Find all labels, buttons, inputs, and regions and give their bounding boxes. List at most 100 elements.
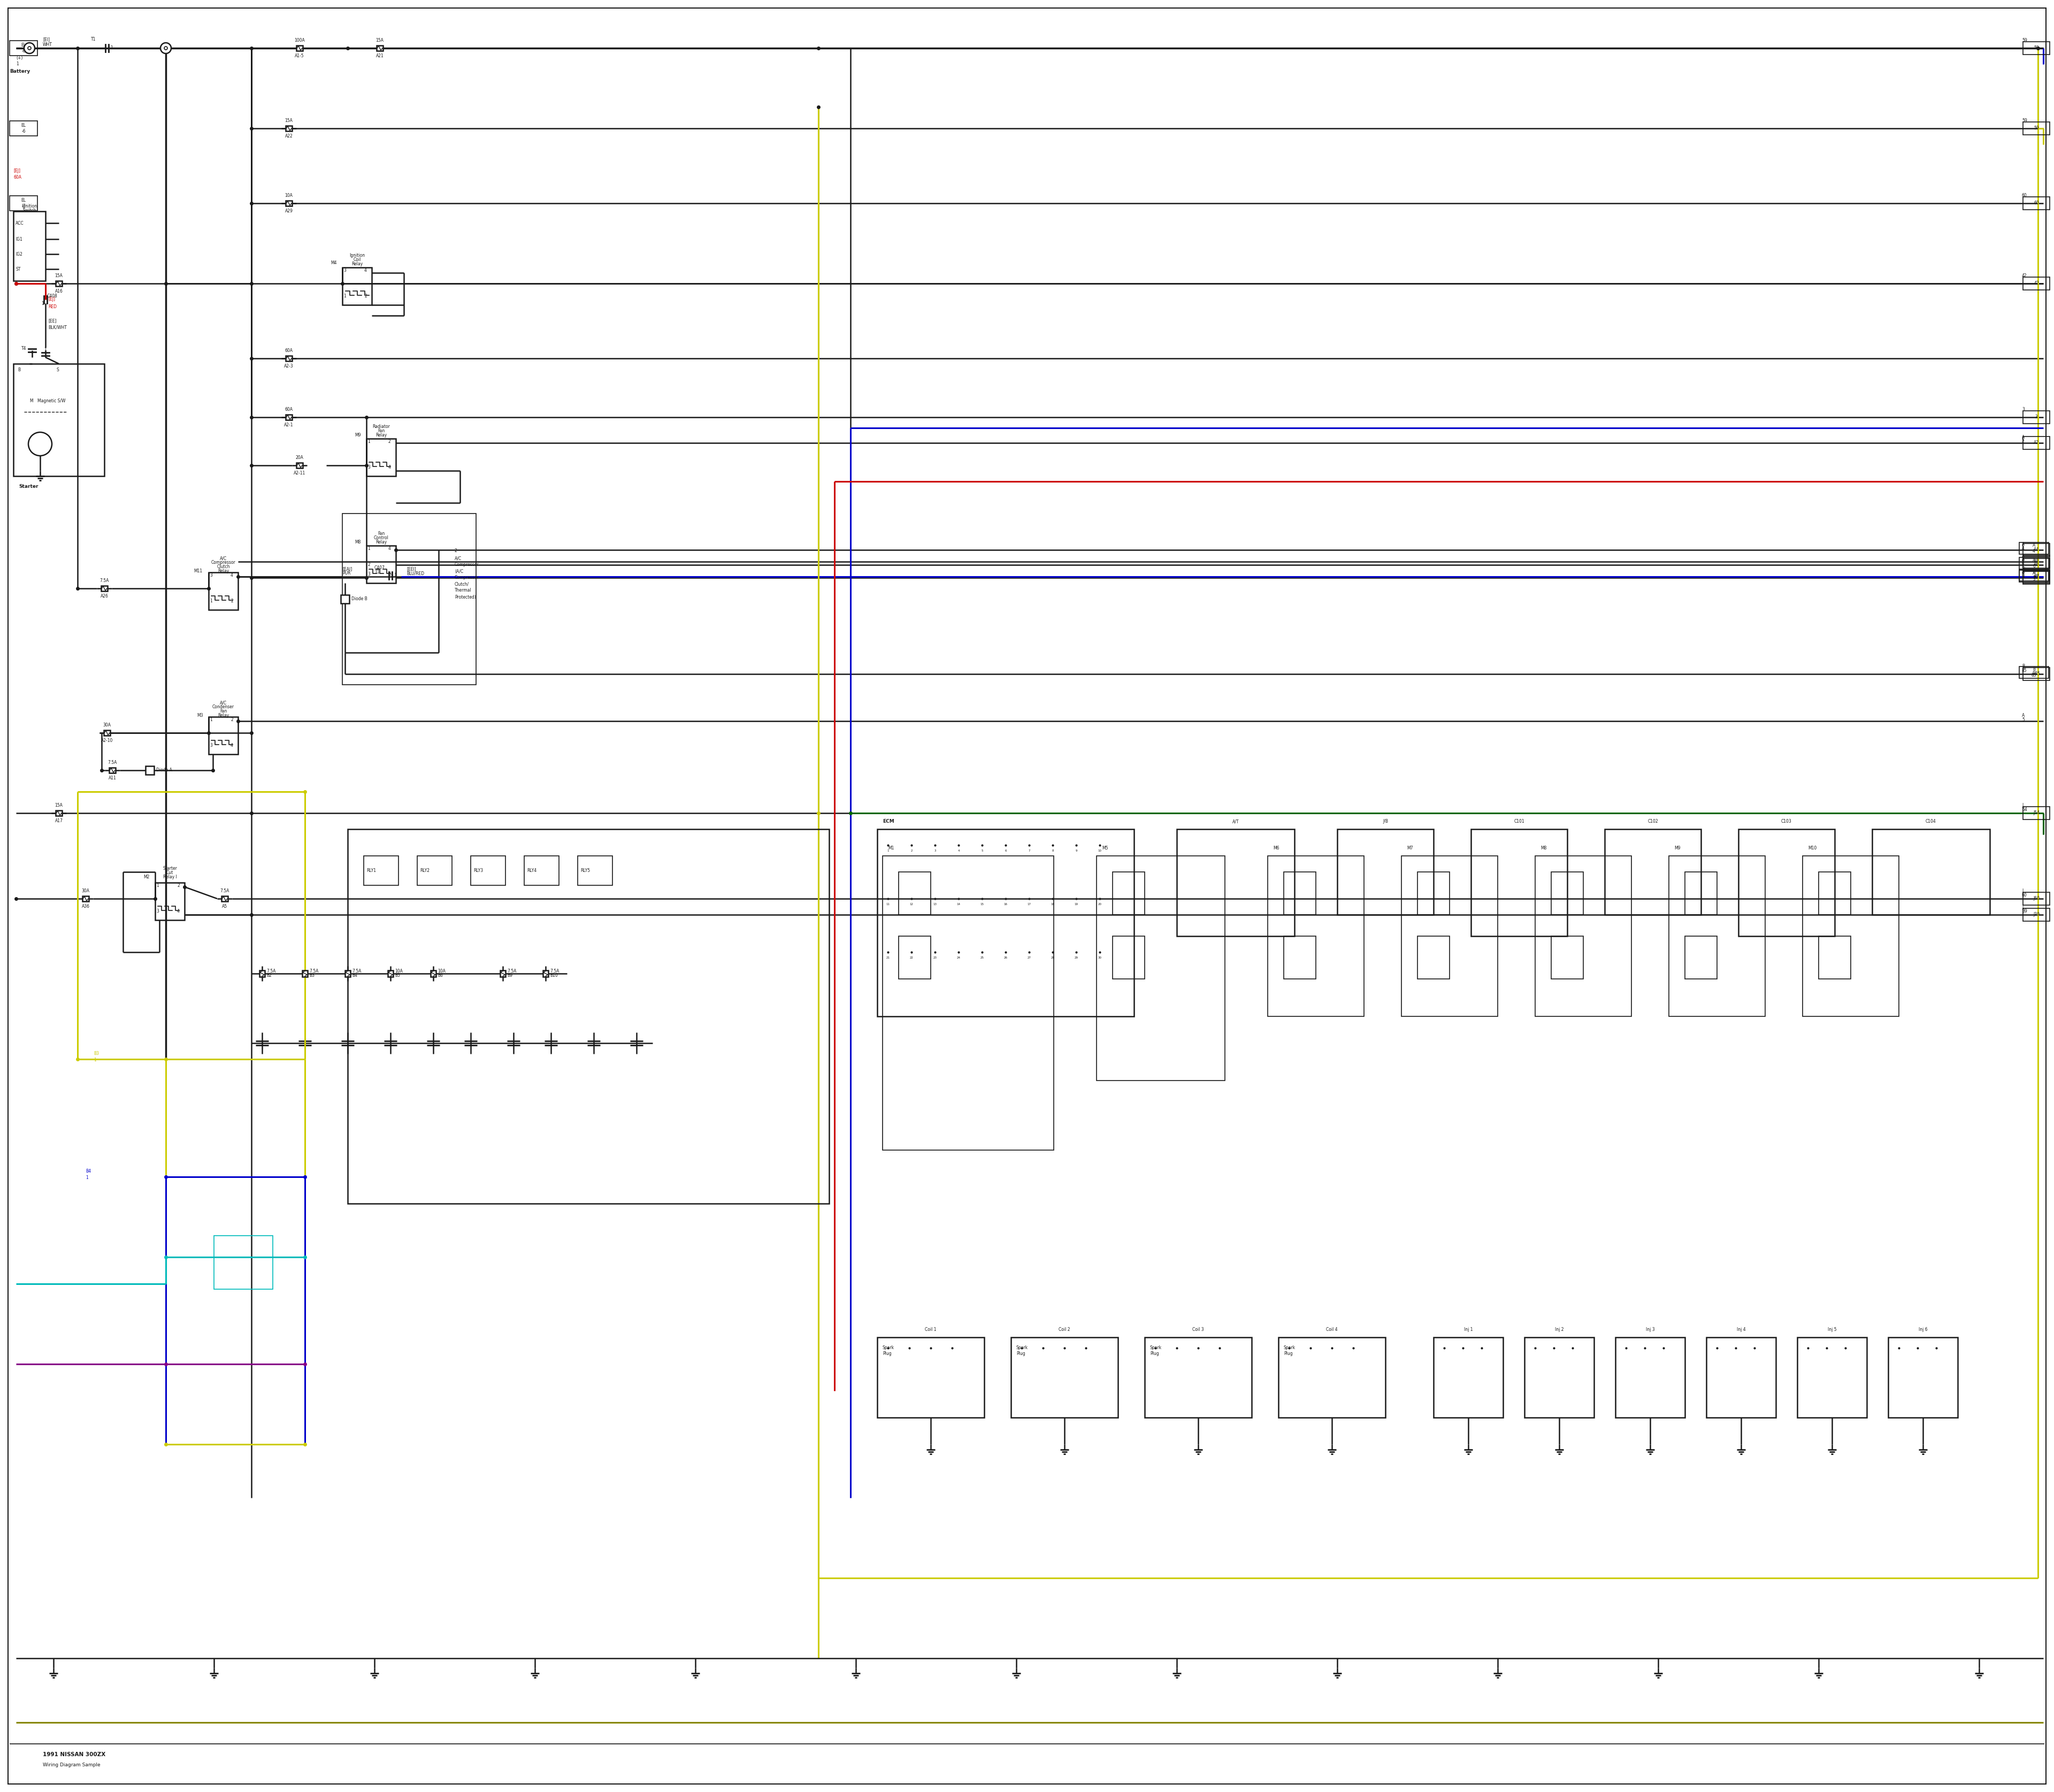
Bar <box>2019 570 2048 581</box>
Text: Relay: Relay <box>218 568 228 573</box>
Text: 2: 2 <box>2021 439 2025 444</box>
Text: 27: 27 <box>1027 957 1031 959</box>
Text: A: A <box>2021 557 2025 563</box>
Text: M2: M2 <box>144 874 150 880</box>
Text: ECM: ECM <box>883 819 893 824</box>
Circle shape <box>25 43 35 54</box>
Circle shape <box>164 47 168 50</box>
Text: 15A: 15A <box>55 274 64 278</box>
Text: 3: 3 <box>368 572 370 577</box>
Text: 20A: 20A <box>296 455 304 461</box>
Text: 17: 17 <box>1027 903 1031 905</box>
Text: Coil 2: Coil 2 <box>1058 1328 1070 1331</box>
Bar <box>2023 559 2050 572</box>
Text: C103: C103 <box>1781 819 1791 824</box>
Bar <box>55 810 62 815</box>
Text: B: B <box>2021 665 2025 668</box>
Bar <box>10 195 37 211</box>
Text: 11: 11 <box>885 903 889 905</box>
Circle shape <box>29 47 31 50</box>
Bar <box>1551 935 1584 978</box>
Bar <box>2023 572 2050 584</box>
Text: EL
-7: EL -7 <box>21 199 27 208</box>
Text: 42: 42 <box>2033 281 2040 287</box>
Text: M3: M3 <box>197 713 203 719</box>
Text: A: A <box>2021 713 2025 719</box>
Text: A4: A4 <box>2033 548 2040 552</box>
Text: A
4: A 4 <box>2033 543 2036 554</box>
Text: 3: 3 <box>156 909 158 914</box>
Text: Ignition: Ignition <box>23 204 37 208</box>
Text: Diode B: Diode B <box>351 597 368 602</box>
Text: 2: 2 <box>230 717 232 722</box>
Bar <box>286 357 292 360</box>
Bar <box>2023 41 2050 54</box>
Text: A3: A3 <box>2033 575 2040 581</box>
Text: 10: 10 <box>1099 849 1101 851</box>
Bar <box>55 281 62 287</box>
Bar <box>343 514 477 685</box>
Text: S: S <box>55 367 60 373</box>
Text: RLY2: RLY2 <box>419 869 429 873</box>
Text: A/C: A/C <box>454 556 462 561</box>
Text: 1991 NISSAN 300ZX: 1991 NISSAN 300ZX <box>43 1753 105 1758</box>
Bar <box>1144 1337 1251 1417</box>
Text: Fan: Fan <box>220 710 226 713</box>
Bar <box>14 211 45 281</box>
Text: B4: B4 <box>86 1168 90 1174</box>
Text: B
85: B 85 <box>2031 667 2036 677</box>
Bar <box>376 45 382 50</box>
Text: 4: 4 <box>230 744 234 747</box>
Text: 1: 1 <box>210 599 212 604</box>
Text: WHT: WHT <box>43 43 51 47</box>
Text: B5: B5 <box>394 973 401 978</box>
Text: 20: 20 <box>1099 903 1101 905</box>
Text: RLY1: RLY1 <box>366 869 376 873</box>
Text: M9: M9 <box>1674 846 1680 851</box>
Bar <box>1888 1337 1957 1417</box>
Bar <box>1337 830 1434 914</box>
Text: Switch: Switch <box>23 208 37 213</box>
Text: Inj 4: Inj 4 <box>1736 1328 1746 1331</box>
Text: A/C: A/C <box>220 701 226 706</box>
Text: M8: M8 <box>1540 846 1547 851</box>
Text: 1: 1 <box>16 61 18 66</box>
Text: Diode A: Diode A <box>156 769 173 772</box>
Text: Protected): Protected) <box>454 595 477 599</box>
Text: 3: 3 <box>343 269 345 272</box>
Text: 59: 59 <box>2033 125 2040 131</box>
Text: A17: A17 <box>55 819 64 823</box>
Bar <box>1278 1337 1384 1417</box>
Text: J39: J39 <box>2033 912 2040 918</box>
Text: Ignition: Ignition <box>349 253 366 258</box>
Text: ACC: ACC <box>16 220 25 226</box>
Text: B85: B85 <box>2031 672 2040 676</box>
Text: [EE]: [EE] <box>47 319 55 323</box>
Text: A16: A16 <box>55 289 64 294</box>
Text: Condenser: Condenser <box>212 704 234 710</box>
Text: EL
-6: EL -6 <box>21 124 27 134</box>
Text: Wiring Diagram Sample: Wiring Diagram Sample <box>43 1763 101 1767</box>
Text: 15: 15 <box>980 903 984 905</box>
Text: C408: C408 <box>47 294 58 297</box>
Bar <box>1401 857 1497 1016</box>
Text: 1: 1 <box>343 294 345 299</box>
Bar <box>2023 543 2050 556</box>
Bar <box>1707 1337 1777 1417</box>
Text: A
3: A 3 <box>2033 572 2036 581</box>
Text: Coil 3: Coil 3 <box>1193 1328 1204 1331</box>
Text: 5: 5 <box>388 572 390 577</box>
Text: 25: 25 <box>980 957 984 959</box>
Text: J54: J54 <box>2033 810 2040 815</box>
Bar <box>222 896 228 901</box>
Text: M11: M11 <box>193 568 201 573</box>
Text: 11: 11 <box>374 570 380 575</box>
Text: 3: 3 <box>210 744 212 747</box>
Text: 5: 5 <box>2021 717 2025 722</box>
Text: 21: 21 <box>885 957 889 959</box>
Bar <box>542 969 548 977</box>
Text: A: A <box>2021 554 2025 559</box>
Bar <box>347 830 830 1204</box>
Text: A1-5: A1-5 <box>296 54 304 59</box>
Bar <box>1803 857 1898 1016</box>
